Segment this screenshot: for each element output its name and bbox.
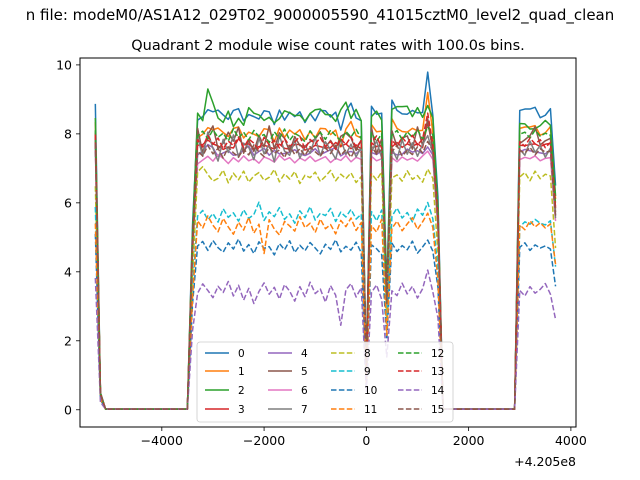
- legend-label: 4: [301, 348, 308, 360]
- legend-label: 1: [238, 366, 245, 378]
- y-tick-label: 4: [64, 264, 72, 279]
- legend-item-1[interactable]: 1: [205, 366, 245, 378]
- legend-item-11[interactable]: 11: [331, 404, 377, 416]
- chart-title: Quadrant 2 module wise count rates with …: [131, 38, 525, 54]
- legend-label: 2: [238, 385, 245, 397]
- legend-item-6[interactable]: 6: [268, 385, 308, 397]
- legend-label: 12: [431, 348, 444, 360]
- legend-item-10[interactable]: 10: [331, 385, 377, 397]
- legend-item-12[interactable]: 12: [398, 348, 444, 360]
- legend-label: 15: [431, 404, 444, 416]
- x-tick-label: −2000: [243, 433, 285, 448]
- series-line-15: [94, 140, 557, 410]
- legend-label: 0: [238, 348, 245, 360]
- legend-item-15[interactable]: 15: [398, 404, 444, 416]
- legend-label: 11: [364, 404, 377, 416]
- legend-box: [196, 341, 454, 423]
- y-tick-label: 0: [64, 402, 72, 417]
- legend-label: 7: [301, 404, 308, 416]
- x-tick-label: 2000: [453, 433, 485, 448]
- series-layer: [94, 71, 557, 410]
- legend-item-7[interactable]: 7: [268, 404, 308, 416]
- legend-item-2[interactable]: 2: [205, 385, 245, 397]
- legend-item-8[interactable]: 8: [331, 348, 371, 360]
- legend-label: 13: [431, 366, 444, 378]
- legend-label: 8: [364, 348, 371, 360]
- legend-label: 9: [364, 366, 371, 378]
- x-tick-label: 0: [362, 433, 370, 448]
- legend-label: 6: [301, 385, 308, 397]
- legend-item-13[interactable]: 13: [398, 366, 444, 378]
- plot-frame: [79, 57, 577, 428]
- legend-item-0[interactable]: 0: [205, 348, 245, 360]
- y-tick-label: 10: [56, 57, 72, 72]
- x-tick-label: −4000: [141, 433, 183, 448]
- legend-item-9[interactable]: 9: [331, 366, 371, 378]
- y-tick-label: 2: [64, 333, 72, 348]
- legend-label: 14: [431, 385, 445, 397]
- legend-item-4[interactable]: 4: [268, 348, 308, 360]
- figure-suptitle: n file: modeM0/AS1A12_029T02_9000005590_…: [26, 6, 615, 25]
- y-tick-label: 6: [64, 195, 72, 210]
- legend-item-3[interactable]: 3: [205, 404, 245, 416]
- x-tick-label: 4000: [555, 433, 587, 448]
- x-axis: −4000 −2000 0 2000 4000: [141, 427, 587, 448]
- legend-item-5[interactable]: 5: [268, 366, 308, 378]
- legend-label: 3: [238, 404, 245, 416]
- legend-label: 10: [364, 385, 377, 397]
- legend-label: 5: [301, 366, 308, 378]
- y-tick-label: 8: [64, 126, 72, 141]
- x-offset-label: +4.205e8: [514, 454, 576, 469]
- legend-item-14[interactable]: 14: [398, 385, 445, 397]
- y-axis: 0 2 4 6 8 10: [56, 57, 80, 417]
